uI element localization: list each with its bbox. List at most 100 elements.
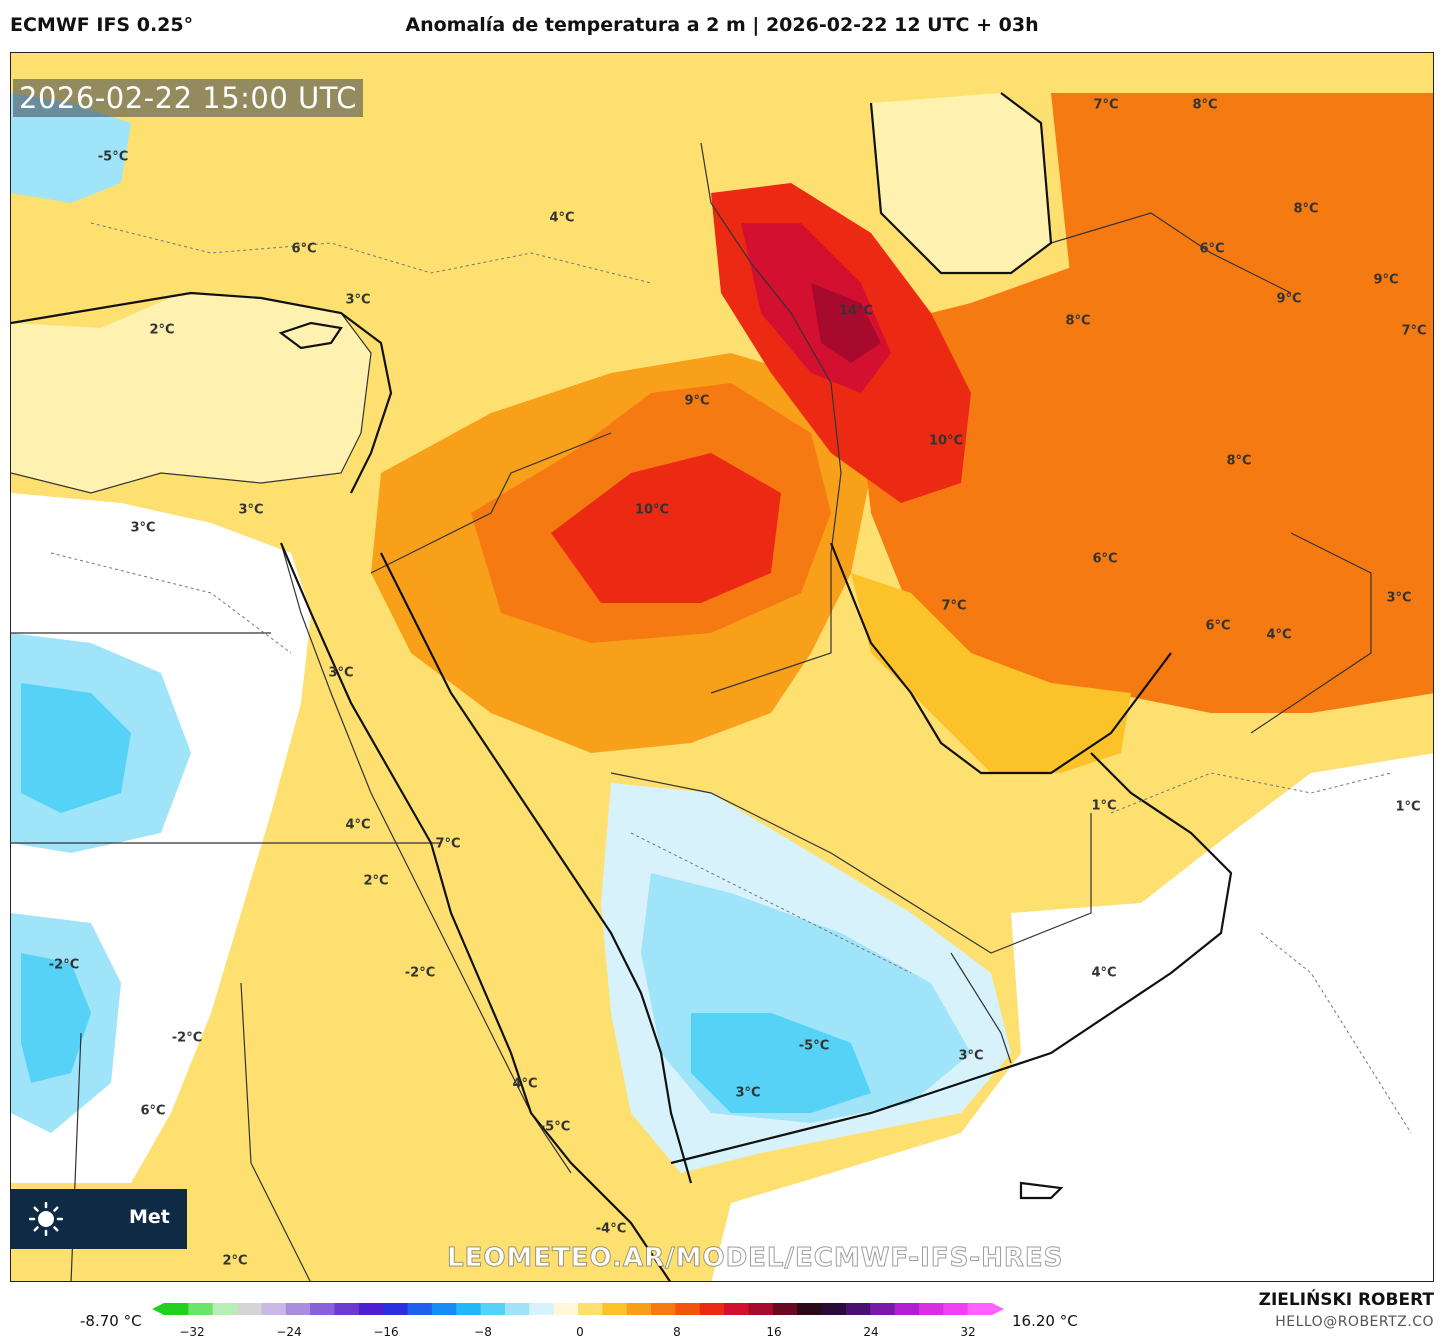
- colorbar-segment: [383, 1303, 409, 1315]
- colorbar-segment: [480, 1303, 506, 1315]
- persian-gulf: [851, 573, 1131, 773]
- anomaly-label: 4°C: [345, 817, 371, 833]
- colorbar-tick-label: 8: [673, 1325, 681, 1339]
- mediterranean-sea: [11, 293, 371, 493]
- anomaly-label: 7°C: [435, 836, 461, 852]
- anomaly-label: 3°C: [345, 292, 371, 308]
- anomaly-label: 7°C: [1093, 97, 1119, 113]
- colorbar-segment: [821, 1303, 847, 1315]
- anomaly-label: -2°C: [171, 1030, 203, 1046]
- source-watermark: LEOMETEO.AR/MODEL/ECMWF-IFS-HRES: [446, 1243, 1064, 1274]
- colorbar-segment: [334, 1303, 360, 1315]
- colorbar-tick-label: −8: [474, 1325, 492, 1339]
- anomaly-label: 10°C: [634, 502, 670, 518]
- colorbar-tick-label: 16: [766, 1325, 782, 1339]
- colorbar-tick-label: −32: [179, 1325, 205, 1339]
- temperature-anomaly-map: 2026-02-22 15:00 UTC -5°C 4°C 6°C 3°C 2°C 3°C…: [10, 52, 1434, 1282]
- colorbar-segment: [797, 1303, 823, 1315]
- anomaly-label: 6°C: [140, 1103, 166, 1119]
- colorbar-segment: [943, 1303, 969, 1315]
- borders: [11, 142, 1372, 1281]
- colorbar-segment: [188, 1303, 214, 1315]
- sun-icon: [29, 1202, 63, 1236]
- colorbar-max-label: 16.20 °C: [1012, 1312, 1078, 1330]
- colorbar-tick-label: 24: [863, 1325, 879, 1339]
- anomaly-label: 1°C: [1091, 798, 1117, 814]
- colorbar-segment: [553, 1303, 579, 1315]
- colorbar-segment: [675, 1303, 701, 1315]
- anomaly-label: 9°C: [684, 393, 710, 409]
- north-africa-cold-core: [21, 683, 131, 813]
- anomaly-label: 2°C: [222, 1253, 248, 1269]
- anomaly-label: 8°C: [1065, 313, 1091, 329]
- colorbar-segment: [529, 1303, 555, 1315]
- yemen-cold-core: [691, 1013, 871, 1113]
- anomaly-label: 4°C: [1266, 627, 1292, 643]
- colorbar-segment: [967, 1303, 993, 1315]
- anomaly-label: 8°C: [1293, 201, 1319, 217]
- central-asia-warm: [1051, 93, 1433, 353]
- colorbar-segment: [602, 1303, 628, 1315]
- anomaly-label: 9°C: [1373, 272, 1399, 288]
- anomaly-label: -2°C: [404, 965, 436, 981]
- valid-time-badge: 2026-02-22 15:00 UTC: [13, 79, 364, 117]
- map-title: Anomalía de temperatura a 2 m | 2026-02-…: [405, 14, 1039, 36]
- anomaly-label: -4°C: [595, 1221, 627, 1237]
- colorbar-segment: [456, 1303, 482, 1315]
- anomaly-label: -2°C: [48, 957, 80, 973]
- colorbar-segment: [748, 1303, 774, 1315]
- colorbar-segment: [407, 1303, 433, 1315]
- logo-text: Met: [129, 1206, 170, 1228]
- anomaly-label: 7°C: [941, 598, 967, 614]
- colorbar-min-label: -8.70 °C: [80, 1312, 142, 1330]
- anomaly-label: 4°C: [549, 210, 575, 226]
- sudan-cold-core: [21, 953, 91, 1083]
- anomaly-label: 3°C: [958, 1048, 984, 1064]
- author-name: ZIELIŃSKI ROBERT: [1258, 1290, 1434, 1310]
- greece-cool: [11, 93, 131, 203]
- anomaly-label: 9°C: [1276, 291, 1302, 307]
- colorbar-high-arrow: [992, 1303, 1004, 1315]
- colorbar-segment: [261, 1303, 287, 1315]
- colorbar-segment: [772, 1303, 798, 1315]
- colorbar-segment: [845, 1303, 871, 1315]
- colorbar-segment: [358, 1303, 384, 1315]
- colorbar-tick-label: 0: [576, 1325, 584, 1339]
- author-email[interactable]: HELLO@ROBERTZ.CO: [1275, 1314, 1434, 1330]
- anomaly-label: 4°C: [512, 1076, 538, 1092]
- brand-logo: Met: [11, 1189, 187, 1249]
- colorbar-low-arrow: [152, 1303, 164, 1315]
- anomaly-label: 2°C: [149, 322, 175, 338]
- anomaly-label: 6°C: [291, 241, 317, 257]
- anomaly-label: 6°C: [1199, 241, 1225, 257]
- anomaly-label: 8°C: [1226, 453, 1252, 469]
- colorbar-segment: [212, 1303, 238, 1315]
- anomaly-label: 8°C: [1192, 97, 1218, 113]
- anomaly-label: 2°C: [363, 873, 389, 889]
- colorbar-segment: [164, 1303, 189, 1315]
- colorbar-tick-label: −16: [373, 1325, 399, 1339]
- anomaly-label: 7°C: [1401, 323, 1427, 339]
- anomaly-label: 3°C: [238, 502, 264, 518]
- caspian-sea: [871, 93, 1051, 273]
- iraq-hot-core: [551, 453, 781, 603]
- anomaly-label: 3°C: [1386, 590, 1412, 606]
- map-canvas: [11, 53, 1433, 1281]
- anomaly-label: 6°C: [1092, 551, 1118, 567]
- iran-warm: [851, 223, 1433, 713]
- colorbar-segment: [870, 1303, 896, 1315]
- anomaly-label: 3°C: [735, 1085, 761, 1101]
- colorbar-segments: [152, 1303, 1004, 1315]
- colorbar-segment: [894, 1303, 920, 1315]
- coastlines: [11, 92, 1233, 1281]
- anomaly-label: 3°C: [328, 665, 354, 681]
- anomaly-label: 4°C: [1091, 965, 1117, 981]
- anomaly-label: 3°C: [130, 520, 156, 536]
- colorbar-segment: [504, 1303, 530, 1315]
- anomaly-label: 6°C: [1205, 618, 1231, 634]
- colorbar-segment: [285, 1303, 311, 1315]
- colorbar-segment: [699, 1303, 725, 1315]
- anomaly-label: -5°C: [539, 1119, 571, 1135]
- colorbar-tick-label: −24: [276, 1325, 302, 1339]
- anomaly-label: 14°C: [838, 303, 874, 319]
